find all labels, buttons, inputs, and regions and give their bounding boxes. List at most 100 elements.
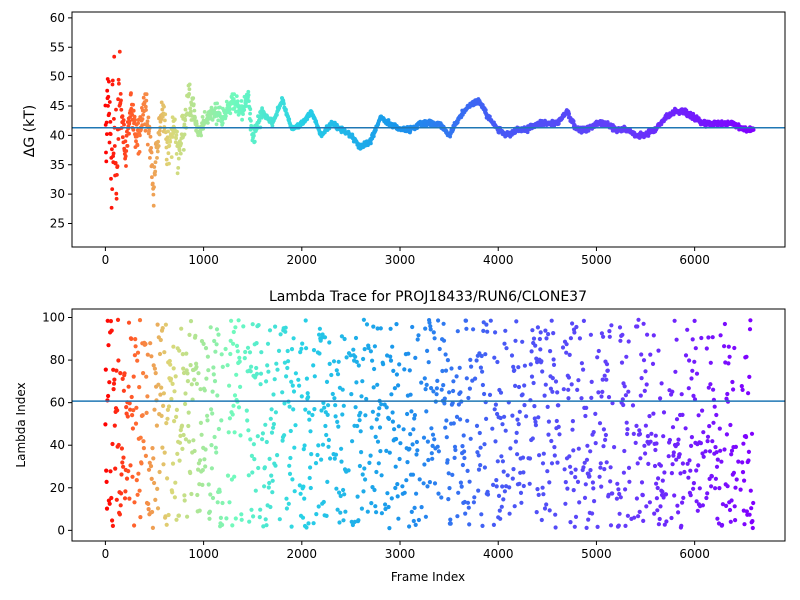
lambda-point <box>518 490 524 495</box>
lambda-point <box>573 514 579 520</box>
delta-g-point <box>110 187 115 192</box>
delta-g-point <box>571 119 576 124</box>
lambda-point <box>666 454 671 459</box>
lambda-point <box>720 502 726 507</box>
lambda-point <box>181 366 186 371</box>
lambda-point <box>541 451 546 456</box>
lambda-point <box>475 450 480 455</box>
lambda-point <box>445 458 450 463</box>
lambda-point <box>115 408 120 413</box>
lambda-point <box>722 447 727 452</box>
lambda-point <box>538 330 543 335</box>
lambda-point <box>151 456 156 461</box>
lambda-point <box>311 348 317 353</box>
delta-g-point <box>144 108 148 112</box>
lambda-point <box>118 371 123 376</box>
lambda-point <box>670 389 675 394</box>
lambda-point <box>215 500 220 505</box>
lambda-point <box>685 327 690 332</box>
delta-g-point <box>228 111 233 116</box>
delta-g-point <box>224 114 228 118</box>
lambda-point <box>139 461 144 466</box>
lambda-point <box>341 518 346 523</box>
lambda-point <box>152 366 157 371</box>
lambda-point <box>310 412 315 418</box>
lambda-point <box>385 491 390 496</box>
lambda-point <box>709 474 715 479</box>
delta-g-point <box>191 102 196 107</box>
lambda-point <box>349 519 354 524</box>
delta-g-point <box>209 105 214 110</box>
lambda-point <box>687 358 692 363</box>
lambda-axes-frame <box>71 308 786 542</box>
delta-g-point <box>369 141 373 146</box>
lambda-point <box>245 418 250 423</box>
lambda-point <box>443 352 448 357</box>
delta-g-point <box>232 106 237 111</box>
lambda-point <box>377 425 383 430</box>
lambda-point <box>186 410 191 415</box>
lambda-point <box>520 455 526 460</box>
lambda-point <box>284 506 289 511</box>
lambda-point <box>129 336 134 341</box>
delta-g-point <box>110 147 114 152</box>
delta-g-x-ticks: 0 1000 2000 3000 4000 5000 6000 <box>102 247 710 267</box>
lambda-point <box>134 405 139 410</box>
lambda-point <box>616 523 621 528</box>
lambda-point <box>728 422 733 428</box>
lambda-point <box>618 495 623 500</box>
lambda-point <box>286 359 291 364</box>
lambda-point <box>293 371 298 376</box>
lambda-point <box>396 516 401 521</box>
lambda-point <box>592 499 597 504</box>
delta-g-point <box>751 127 756 132</box>
lambda-point <box>648 352 653 357</box>
lambda-point <box>727 354 732 359</box>
lambda-point <box>504 346 509 351</box>
lambda-point <box>180 446 185 451</box>
lambda-point <box>569 382 574 387</box>
delta-g-point <box>153 160 158 165</box>
lambda-point <box>176 513 181 518</box>
lambda-point <box>398 441 403 446</box>
lambda-point <box>573 475 578 480</box>
lambda-point <box>545 469 550 474</box>
lambda-point <box>227 383 232 388</box>
lambda-point <box>212 338 217 344</box>
lambda-point <box>583 482 588 487</box>
lambda-point <box>579 396 584 401</box>
lambda-point <box>434 392 439 397</box>
lambda-point <box>487 392 493 397</box>
lambda-point <box>620 397 625 402</box>
lambda-point <box>402 490 407 495</box>
lambda-point <box>501 469 506 474</box>
lambda-point <box>361 356 366 362</box>
lambda-point <box>299 394 304 399</box>
lambda-point <box>317 332 322 337</box>
lambda-point <box>185 371 190 376</box>
delta-g-point <box>174 136 179 141</box>
lambda-point <box>170 490 175 495</box>
lambda-point <box>367 460 372 465</box>
delta-g-point <box>138 133 142 138</box>
lambda-point <box>511 364 516 369</box>
lambda-point <box>141 439 146 444</box>
lambda-point <box>183 401 188 407</box>
lambda-point <box>542 506 548 511</box>
delta-g-point <box>134 139 138 144</box>
lambda-point <box>148 341 153 346</box>
lambda-point <box>383 502 388 507</box>
delta-g-point <box>152 165 157 169</box>
lambda-point <box>182 498 187 503</box>
lambda-point <box>332 396 337 401</box>
lambda-point <box>672 318 677 323</box>
lambda-point <box>359 506 364 511</box>
lambda-point <box>425 348 430 353</box>
lambda-point <box>669 515 674 521</box>
x-tick-label: 2000 <box>287 253 318 267</box>
lambda-point <box>542 393 547 398</box>
lambda-point <box>157 351 163 357</box>
lambda-point <box>710 439 715 444</box>
lambda-point <box>746 391 751 396</box>
lambda-point <box>278 332 283 337</box>
